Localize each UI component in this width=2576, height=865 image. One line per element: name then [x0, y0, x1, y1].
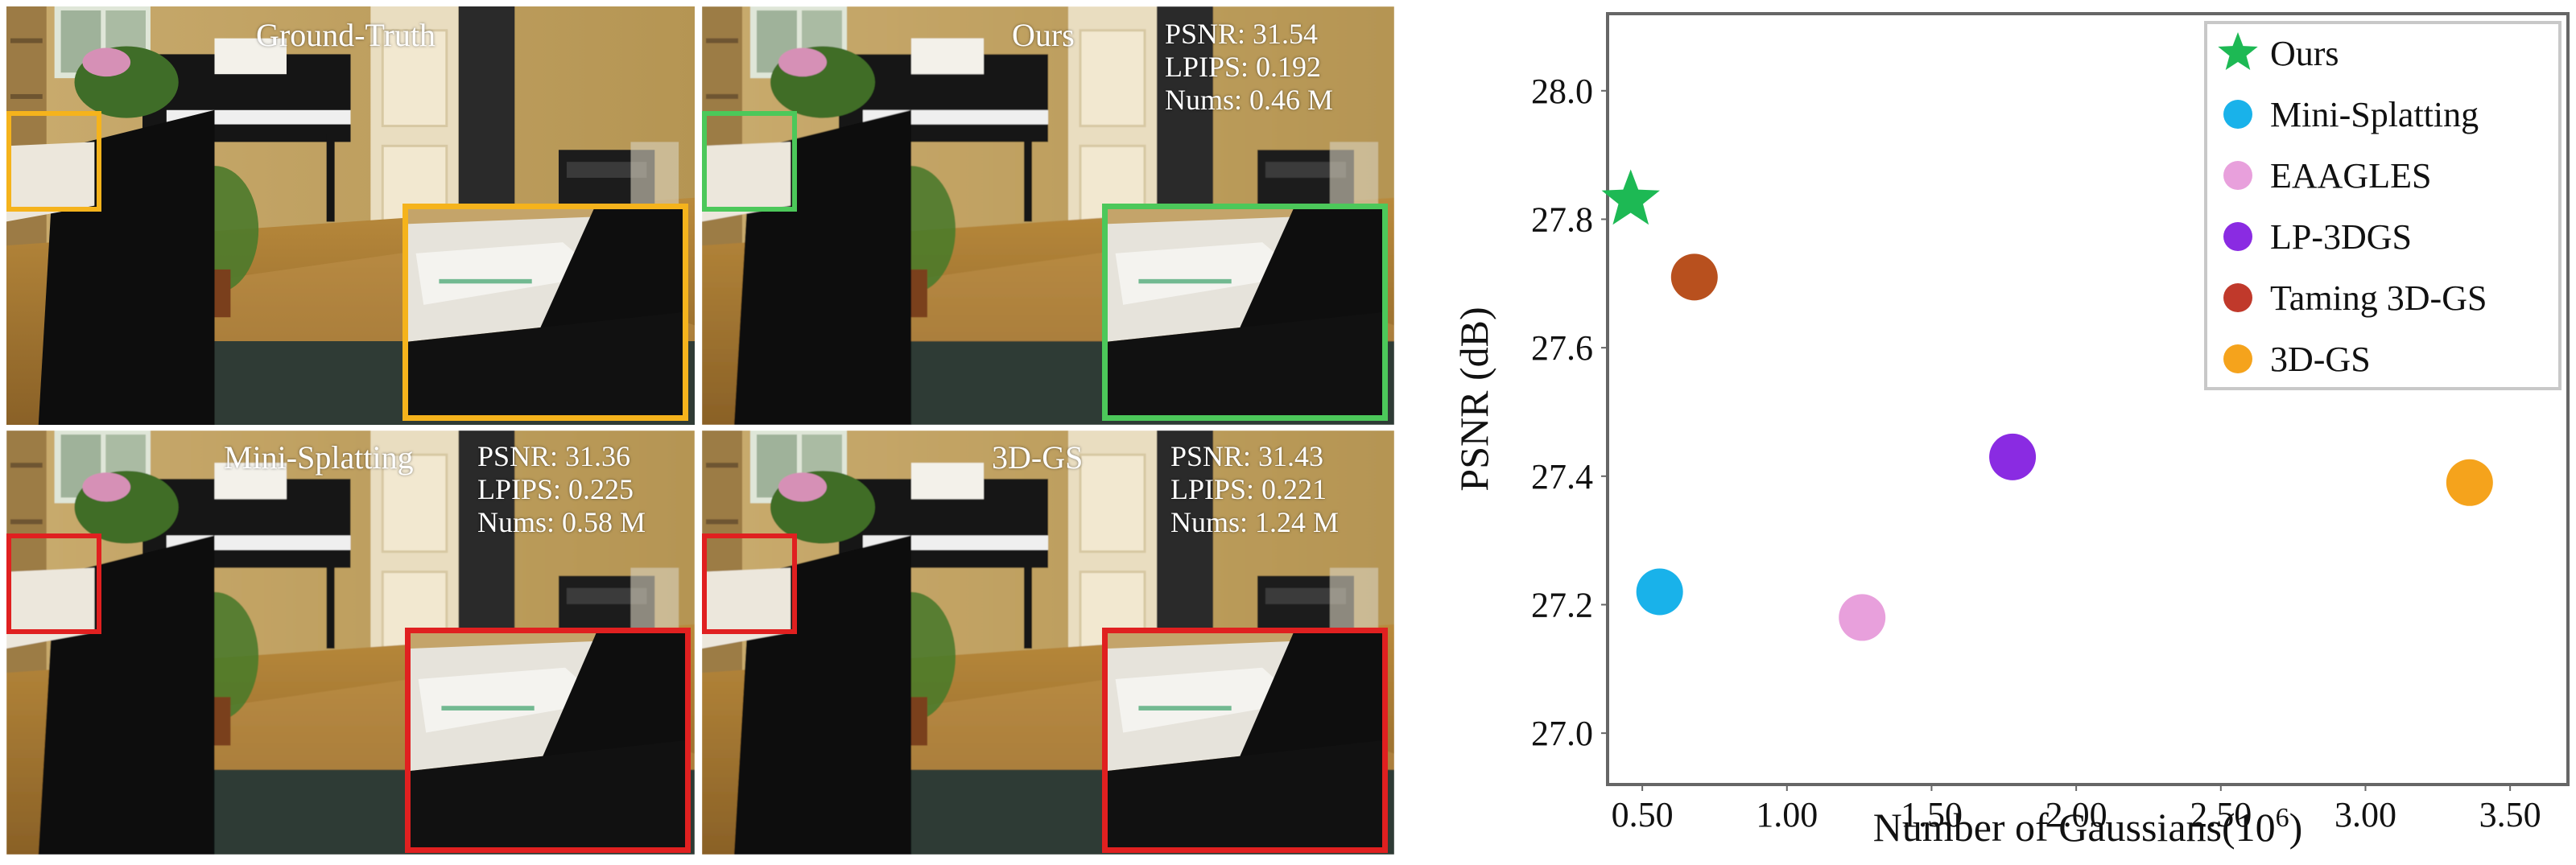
zoom-inset — [1102, 204, 1388, 421]
x-tick-label: 0.50 — [1612, 795, 1674, 834]
zoom-inset — [405, 628, 691, 853]
legend-marker — [2223, 161, 2252, 190]
y-tick-label: 27.0 — [1531, 714, 1593, 753]
panel-ground-truth: Ground-Truth — [6, 6, 695, 425]
room-scene-image — [6, 430, 695, 855]
data-point-taming-3d-gs — [1670, 253, 1718, 301]
legend-box — [2204, 21, 2562, 390]
data-point-lp-3dgs — [1989, 433, 2037, 480]
legend-label: Taming 3D-GS — [2270, 278, 2487, 318]
metric-nums: Nums: 0.46 M — [1165, 84, 1334, 116]
metric-nums: Nums: 1.24 M — [1170, 506, 1340, 538]
legend-label: EAAGLES — [2270, 156, 2431, 196]
panel-ours: Ours PSNR: 31.54 LPIPS: 0.192 Nums: 0.46 M — [702, 6, 1394, 425]
data-point-eaagles — [1839, 594, 1886, 641]
legend-label: 3D-GS — [2270, 340, 2371, 379]
psnr-vs-gaussians-chart: 0.50 1.00 1.50 2.00 2.50 3.00 3.50 27.0 27.2 27.4… — [1417, 0, 2576, 861]
x-tick-label: 3.50 — [2479, 795, 2541, 834]
x-tick-label: 2.00 — [2046, 795, 2107, 834]
highlight-box — [6, 533, 101, 634]
panel-title: Ours — [1012, 17, 1075, 53]
legend-label: Mini-Splatting — [2270, 95, 2479, 134]
zoom-inset-image — [1108, 633, 1382, 847]
legend-label: LP-3DGS — [2270, 217, 2412, 257]
zoom-inset — [1102, 628, 1388, 853]
data-point-mini-splatting — [1636, 568, 1683, 616]
panel-title: 3D-GS — [992, 439, 1084, 476]
y-tick-label: 27.4 — [1531, 457, 1593, 496]
legend-marker — [2223, 222, 2252, 251]
legend-marker — [2223, 100, 2252, 129]
legend-marker — [2223, 344, 2252, 373]
metric-psnr: PSNR: 31.36 — [477, 440, 631, 472]
y-tick-label: 27.8 — [1531, 200, 1593, 239]
y-tick-label: 27.2 — [1531, 585, 1593, 624]
metric-psnr: PSNR: 31.43 — [1170, 440, 1324, 472]
highlight-box — [702, 111, 797, 212]
panel-metrics: PSNR: 31.43 LPIPS: 0.221 Nums: 1.24 M — [1170, 440, 1339, 539]
y-tick-label: 27.6 — [1531, 328, 1593, 368]
x-tick-label: 1.00 — [1756, 795, 1818, 834]
panel-3d-gs: 3D-GS PSNR: 31.43 LPIPS: 0.221 Nums: 1.24 M — [702, 430, 1394, 855]
legend-marker — [2223, 283, 2252, 312]
highlight-box — [6, 111, 101, 212]
zoom-inset-image — [411, 633, 685, 847]
metric-nums: Nums: 0.58 M — [477, 506, 646, 538]
panel-metrics: PSNR: 31.54 LPIPS: 0.192 Nums: 0.46 M — [1165, 18, 1333, 117]
zoom-inset-image — [408, 209, 683, 415]
metric-psnr: PSNR: 31.54 — [1165, 18, 1319, 50]
x-tick-label: 1.50 — [1901, 795, 1963, 834]
panel-title: Ground-Truth — [256, 17, 436, 53]
panel-title: Mini-Splatting — [224, 439, 414, 476]
legend-marker — [2218, 32, 2258, 70]
data-point-ours — [1601, 169, 1660, 225]
x-tick-label: 3.00 — [2334, 795, 2396, 834]
chart-svg: 0.50 1.00 1.50 2.00 2.50 3.00 3.50 27.0 27.2 27.4… — [1451, 12, 2570, 851]
x-axis-label-close: ) — [2289, 805, 2303, 850]
x-tick-label: 2.50 — [2190, 795, 2252, 834]
legend-label: Ours — [2270, 34, 2339, 73]
y-tick-label: 28.0 — [1531, 72, 1593, 111]
data-point-3d-gs — [2446, 459, 2493, 506]
x-axis-label-exponent: 6 — [2276, 803, 2289, 833]
panel-mini-splatting: Mini-Splatting PSNR: 31.36 LPIPS: 0.225 Num… — [6, 430, 695, 855]
panel-metrics: PSNR: 31.36 LPIPS: 0.225 Nums: 0.58 M — [477, 440, 646, 539]
metric-lpips: LPIPS: 0.192 — [1165, 51, 1322, 83]
zoom-inset — [402, 204, 688, 421]
metric-lpips: LPIPS: 0.225 — [477, 473, 634, 505]
y-axis-label: PSNR (dB) — [1451, 307, 1496, 491]
zoom-inset-image — [1108, 209, 1382, 415]
highlight-box — [702, 533, 797, 634]
metric-lpips: LPIPS: 0.221 — [1170, 473, 1327, 505]
x-axis-label: Number of Gaussians(106) — [1873, 803, 2303, 851]
